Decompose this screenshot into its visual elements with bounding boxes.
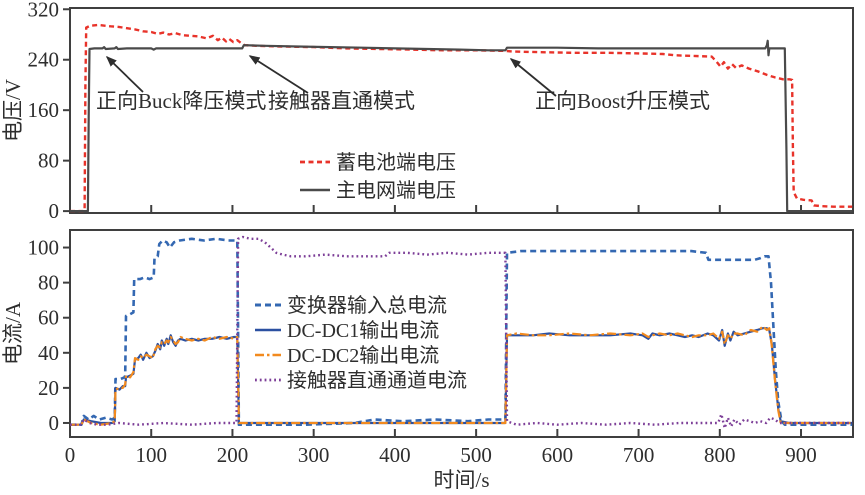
legend-label-dcdc2-output-current: DC-DC2输出电流 (287, 344, 439, 367)
x-tick-label: 0 (65, 443, 76, 467)
x-tick-label: 300 (298, 443, 330, 467)
annotation-arrow-0 (105, 55, 144, 93)
series-converter-input-total-current-line (70, 237, 853, 426)
voltage-y-tick-label: 80 (38, 149, 59, 173)
voltage-y-tick-label: 320 (28, 0, 60, 21)
x-tick-label: 500 (460, 443, 492, 467)
annotation-arrow-2 (509, 58, 557, 97)
voltage-axis-title: 电压/V (1, 79, 25, 142)
current-y-tick-label: 80 (38, 271, 59, 295)
x-tick-label: 100 (135, 443, 167, 467)
legend-label-contactor-channel-current: 接触器直通通道电流 (287, 369, 467, 392)
current-y-tick-label: 60 (38, 306, 59, 330)
annotation-label-0: 正向Buck降压模式 (96, 89, 266, 113)
annotation-arrow-1 (248, 55, 309, 94)
x-tick-label: 600 (542, 443, 574, 467)
voltage-y-tick-label: 160 (28, 98, 60, 122)
annotation-label-1: 接触器直通模式 (268, 89, 415, 113)
x-tick-label: 700 (623, 443, 655, 467)
current-y-tick-label: 20 (38, 376, 59, 400)
legend-label-dcdc1-output-current: DC-DC1输出电流 (287, 319, 439, 342)
current-axis-title: 电流/A (1, 301, 25, 365)
legend-label-grid-voltage: 主电网端电压 (336, 179, 456, 202)
series-grid-voltage-line (70, 39, 853, 213)
x-tick-label: 400 (379, 443, 411, 467)
current-y-tick-label: 40 (38, 341, 59, 365)
voltage-y-tick-label: 240 (28, 48, 60, 72)
x-tick-label: 900 (785, 443, 817, 467)
legend-label-battery-voltage: 蓄电池端电压 (336, 151, 456, 174)
voltage-y-tick-label: 0 (49, 199, 60, 223)
current-plot-frame (69, 229, 854, 438)
legend-label-converter-input-total-current: 变换器输入总电流 (287, 294, 447, 317)
annotation-label-2: 正向Boost升压模式 (535, 89, 710, 113)
current-y-tick-label: 0 (49, 411, 60, 435)
x-tick-label: 800 (704, 443, 736, 467)
time-axis-title: 时间/s (433, 468, 489, 492)
series-dcdc2-output-current-line (70, 325, 853, 426)
current-y-tick-label: 100 (28, 236, 60, 260)
x-tick-label: 200 (217, 443, 249, 467)
series-battery-voltage-line (70, 23, 853, 213)
